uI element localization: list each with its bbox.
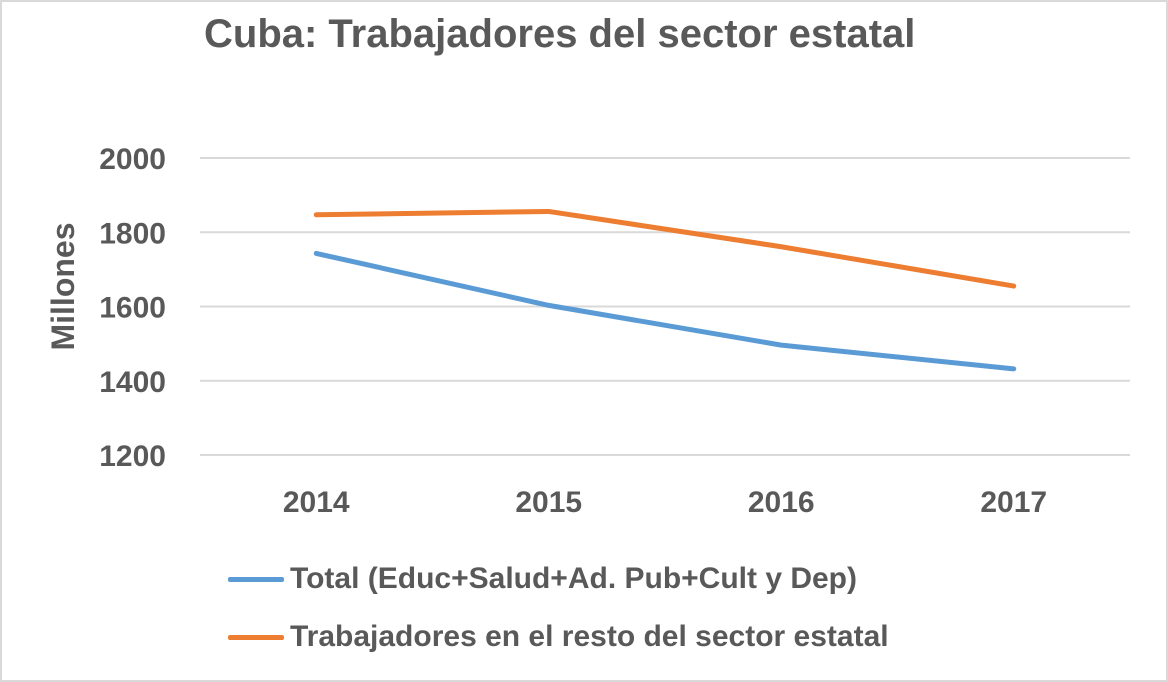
legend-swatch-series-0 <box>228 576 284 582</box>
series-line-0 <box>313 250 1017 372</box>
legend-label-series-0: Total (Educ+Salud+Ad. Pub+Cult y Dep) <box>290 562 857 595</box>
legend-item-series-0: Total (Educ+Salud+Ad. Pub+Cult y Dep) <box>228 550 889 608</box>
legend-swatch-series-1 <box>228 634 284 640</box>
legend: Total (Educ+Salud+Ad. Pub+Cult y Dep) Tr… <box>228 550 889 666</box>
y-tick-label-1200: 1200 <box>99 440 166 473</box>
x-tick-label-2015: 2015 <box>515 486 582 519</box>
x-tick-label-2014: 2014 <box>283 486 350 519</box>
chart-title: Cuba: Trabajadores del sector estatal <box>204 12 916 56</box>
y-tick-label-2000: 2000 <box>99 143 166 176</box>
series-line-1 <box>313 208 1017 289</box>
x-tick-label-2016: 2016 <box>748 486 815 519</box>
y-tick-label-1800: 1800 <box>99 217 166 250</box>
y-tick-label-1600: 1600 <box>99 292 166 325</box>
x-tick-label-2017: 2017 <box>980 486 1047 519</box>
legend-label-series-1: Trabajadores en el resto del sector esta… <box>290 620 889 653</box>
legend-item-series-1: Trabajadores en el resto del sector esta… <box>228 608 889 666</box>
y-tick-label-1400: 1400 <box>99 366 166 399</box>
y-axis-title: Millones <box>45 222 81 350</box>
